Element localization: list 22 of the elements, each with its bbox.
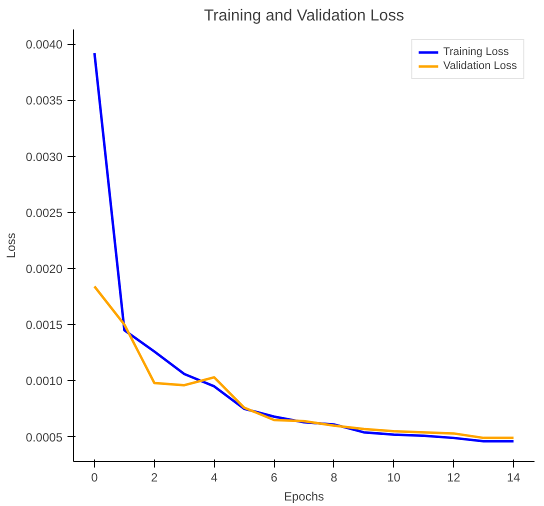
y-axis-title: Loss — [4, 232, 18, 258]
y-tick-label: 0.0035 — [26, 94, 63, 108]
y-tick-label: 0.0015 — [26, 318, 63, 332]
chart-title: Training and Validation Loss — [204, 8, 404, 24]
x-tick-label: 8 — [330, 470, 338, 484]
line-series — [93, 285, 515, 440]
x-tick-label: 12 — [447, 470, 461, 484]
legend-label: Validation Loss — [443, 60, 517, 72]
y-tick-label: 0.0025 — [26, 206, 63, 220]
x-tick-label: 0 — [91, 470, 98, 484]
y-tick-label: 0.0030 — [26, 150, 63, 164]
x-tick-label: 10 — [387, 470, 401, 484]
y-tick-label: 0.0020 — [26, 262, 63, 276]
x-tick-label: 2 — [150, 470, 158, 484]
y-tick-label: 0.0005 — [26, 430, 63, 444]
x-axis-title: Epochs — [284, 490, 324, 504]
x-tick-label: 14 — [506, 470, 521, 484]
x-tick-label: 6 — [270, 470, 278, 484]
x-tick-label: 4 — [210, 470, 218, 484]
y-tick-label: 0.0010 — [26, 374, 63, 388]
legend-label: Training Loss — [443, 46, 509, 58]
y-tick-label: 0.0040 — [26, 38, 63, 52]
